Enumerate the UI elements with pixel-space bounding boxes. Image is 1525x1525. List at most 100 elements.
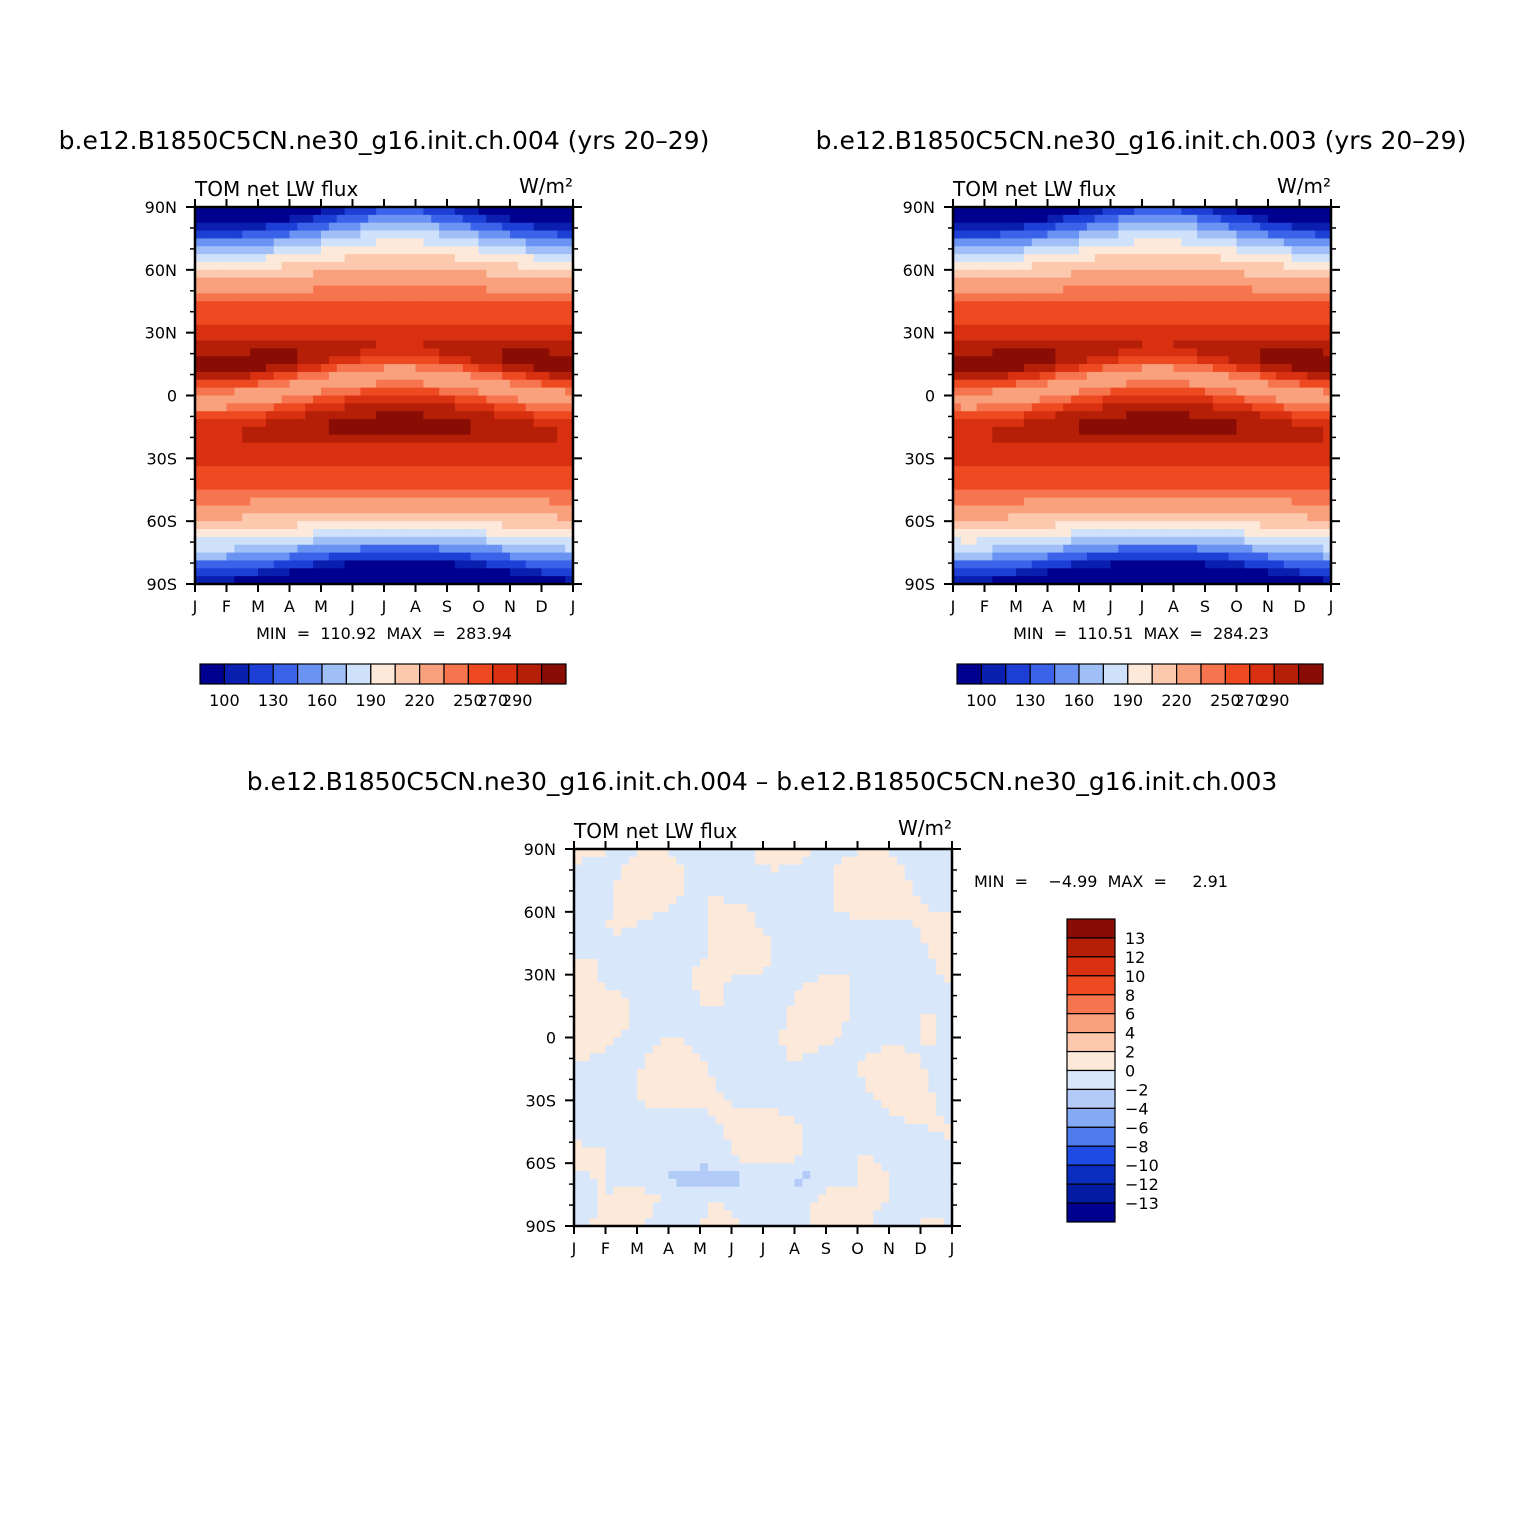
contour-cell [242,387,251,397]
contour-cell [1165,434,1175,444]
contour-cell [218,324,228,334]
contour-cell [976,411,986,420]
contour-cell [399,332,409,342]
contour-cell [502,474,511,483]
contour-cell [234,560,243,569]
contour-cell [960,576,970,584]
contour-cell [242,340,251,349]
contour-cell [1220,521,1230,530]
contour-cell [525,316,535,326]
contour-cell [1220,309,1230,318]
contour-cell [423,505,432,514]
contour-cell [565,419,573,428]
contour-cell [210,442,220,452]
contour-cell [1307,285,1316,294]
contour-cell [1039,309,1049,318]
contour-cell [431,434,440,444]
contour-cell [328,521,338,530]
contour-cell [865,864,874,874]
contour-cell [1055,536,1064,546]
contour-cell [439,536,448,546]
contour-cell [289,505,298,514]
contour-cell [1244,293,1253,302]
contour-cell [1252,419,1261,428]
contour-cell [549,489,558,499]
contour-cell [242,379,251,389]
contour-cell [715,849,725,858]
contour-cell [376,536,385,546]
contour-cell [1323,230,1331,240]
contour-cell [423,576,432,584]
contour-cell [1126,426,1135,436]
contour-cell [1110,340,1119,349]
contour-cell [1094,419,1104,428]
contour-cell [1244,450,1253,459]
contour-cell [502,230,511,240]
contour-cell [1039,442,1049,452]
contour-cell [533,348,543,357]
contour-cell [265,560,275,569]
contour-cell [486,544,495,554]
contour-cell [462,450,472,459]
contour-cell [1315,411,1324,420]
contour-cell [1220,348,1230,357]
contour-cell [415,207,424,216]
contour-cell [352,529,361,538]
contour-cell [202,207,212,216]
contour-cell [968,536,978,546]
contour-cell [1299,536,1308,546]
contour-cell [1275,442,1285,452]
contour-cell [454,434,464,444]
contour-cell [976,371,986,381]
contour-cell [352,505,361,514]
contour-cell [1220,293,1230,302]
contour-cell [195,207,204,216]
contour-cell [1291,513,1301,522]
contour-cell [1197,301,1206,310]
contour-cell [1157,434,1167,444]
contour-cell [960,552,970,562]
contour-cell [1126,434,1135,444]
contour-cell [960,309,970,318]
contour-cell [1071,269,1080,279]
contour-cell [1283,214,1293,224]
contour-cell [1063,379,1072,389]
contour-cell [968,489,978,499]
x-tick-label: N [504,597,516,616]
contour-cell [250,277,259,287]
contour-cell [391,324,401,334]
contour-cell [1291,246,1301,255]
contour-cell [407,340,417,349]
contour-cell [1165,364,1175,373]
contour-cell [447,316,456,326]
contour-cell [1323,301,1331,310]
contour-cell [1323,466,1331,475]
contour-cell [1260,230,1269,240]
contour-cell [1094,316,1104,326]
contour-cell [352,489,361,499]
contour-cell [960,230,970,240]
contour-cell [953,246,962,255]
contour-cell [525,450,535,459]
contour-cell [202,254,212,263]
contour-cell [305,340,314,349]
contour-cell [1228,536,1238,546]
contour-cell [1039,387,1049,397]
contour-cell [549,379,558,389]
contour-cell [407,214,417,224]
contour-cell [833,849,843,858]
contour-cell [336,395,346,404]
contour-cell [1016,489,1025,499]
contour-cell [202,403,212,412]
colorbar-label: 270 [1235,691,1266,710]
contour-cell [1315,489,1324,499]
contour-cell [439,568,448,577]
contour-cell [1149,277,1159,287]
contour-cell [478,442,487,452]
contour-cell [384,356,393,365]
contour-cell [1197,340,1206,349]
contour-cell [494,395,503,404]
contour-cell [462,230,472,240]
contour-cell [1071,560,1080,569]
contour-cell [1173,207,1182,216]
